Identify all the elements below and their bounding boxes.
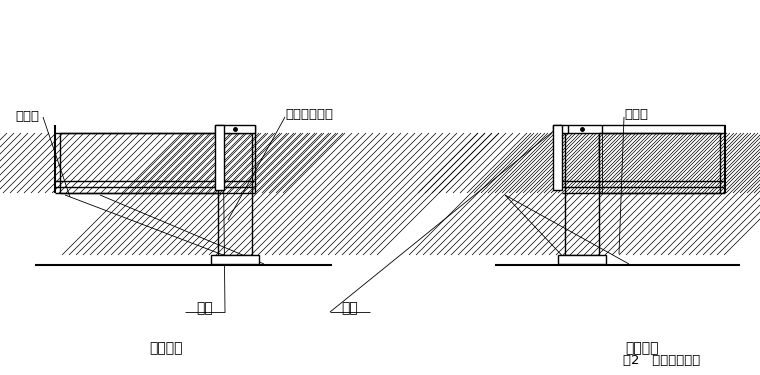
Bar bbox=[215, 125, 255, 133]
Text: 单面拉结: 单面拉结 bbox=[149, 341, 182, 355]
Text: 钐拉杆: 钐拉杆 bbox=[624, 108, 648, 121]
Bar bbox=[218, 133, 252, 255]
Bar bbox=[558, 255, 606, 264]
Text: 角钐: 角钐 bbox=[342, 301, 359, 315]
Text: 双面拉结: 双面拉结 bbox=[625, 341, 659, 355]
Bar bbox=[599, 133, 720, 193]
Bar bbox=[60, 133, 218, 193]
Text: 水泥砂浆灌实: 水泥砂浆灌实 bbox=[285, 108, 333, 121]
Bar bbox=[211, 255, 259, 264]
Bar bbox=[565, 133, 599, 255]
Bar bbox=[215, 125, 224, 190]
Text: 图2   外墙转角加固: 图2 外墙转角加固 bbox=[622, 354, 700, 367]
Text: 角钐: 角钐 bbox=[197, 301, 214, 315]
Bar bbox=[553, 125, 562, 190]
Text: 钐拉杆: 钐拉杆 bbox=[15, 110, 39, 123]
Bar bbox=[553, 125, 568, 133]
